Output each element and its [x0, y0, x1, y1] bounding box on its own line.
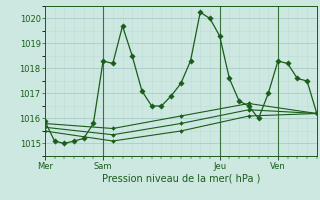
X-axis label: Pression niveau de la mer( hPa ): Pression niveau de la mer( hPa )	[102, 173, 260, 183]
